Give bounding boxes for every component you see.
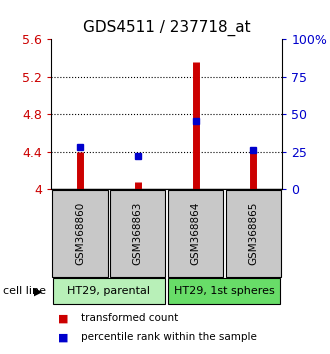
Text: GSM368864: GSM368864 bbox=[190, 202, 201, 266]
Text: ■: ■ bbox=[58, 332, 68, 342]
Text: cell line: cell line bbox=[3, 286, 46, 296]
Text: percentile rank within the sample: percentile rank within the sample bbox=[81, 332, 257, 342]
Bar bbox=[52, 190, 108, 277]
Title: GDS4511 / 237718_at: GDS4511 / 237718_at bbox=[83, 20, 250, 36]
Text: GSM368860: GSM368860 bbox=[75, 202, 85, 265]
Text: HT29, 1st spheres: HT29, 1st spheres bbox=[174, 286, 275, 296]
Bar bbox=[168, 278, 280, 304]
Text: GSM368863: GSM368863 bbox=[133, 202, 143, 266]
Text: transformed count: transformed count bbox=[81, 313, 178, 323]
Bar bbox=[53, 278, 165, 304]
Bar bbox=[110, 190, 165, 277]
Bar bbox=[168, 190, 223, 277]
Bar bbox=[225, 190, 281, 277]
Text: HT29, parental: HT29, parental bbox=[67, 286, 150, 296]
Text: ▶: ▶ bbox=[34, 286, 42, 296]
Text: ■: ■ bbox=[58, 313, 68, 323]
Text: GSM368865: GSM368865 bbox=[248, 202, 258, 266]
